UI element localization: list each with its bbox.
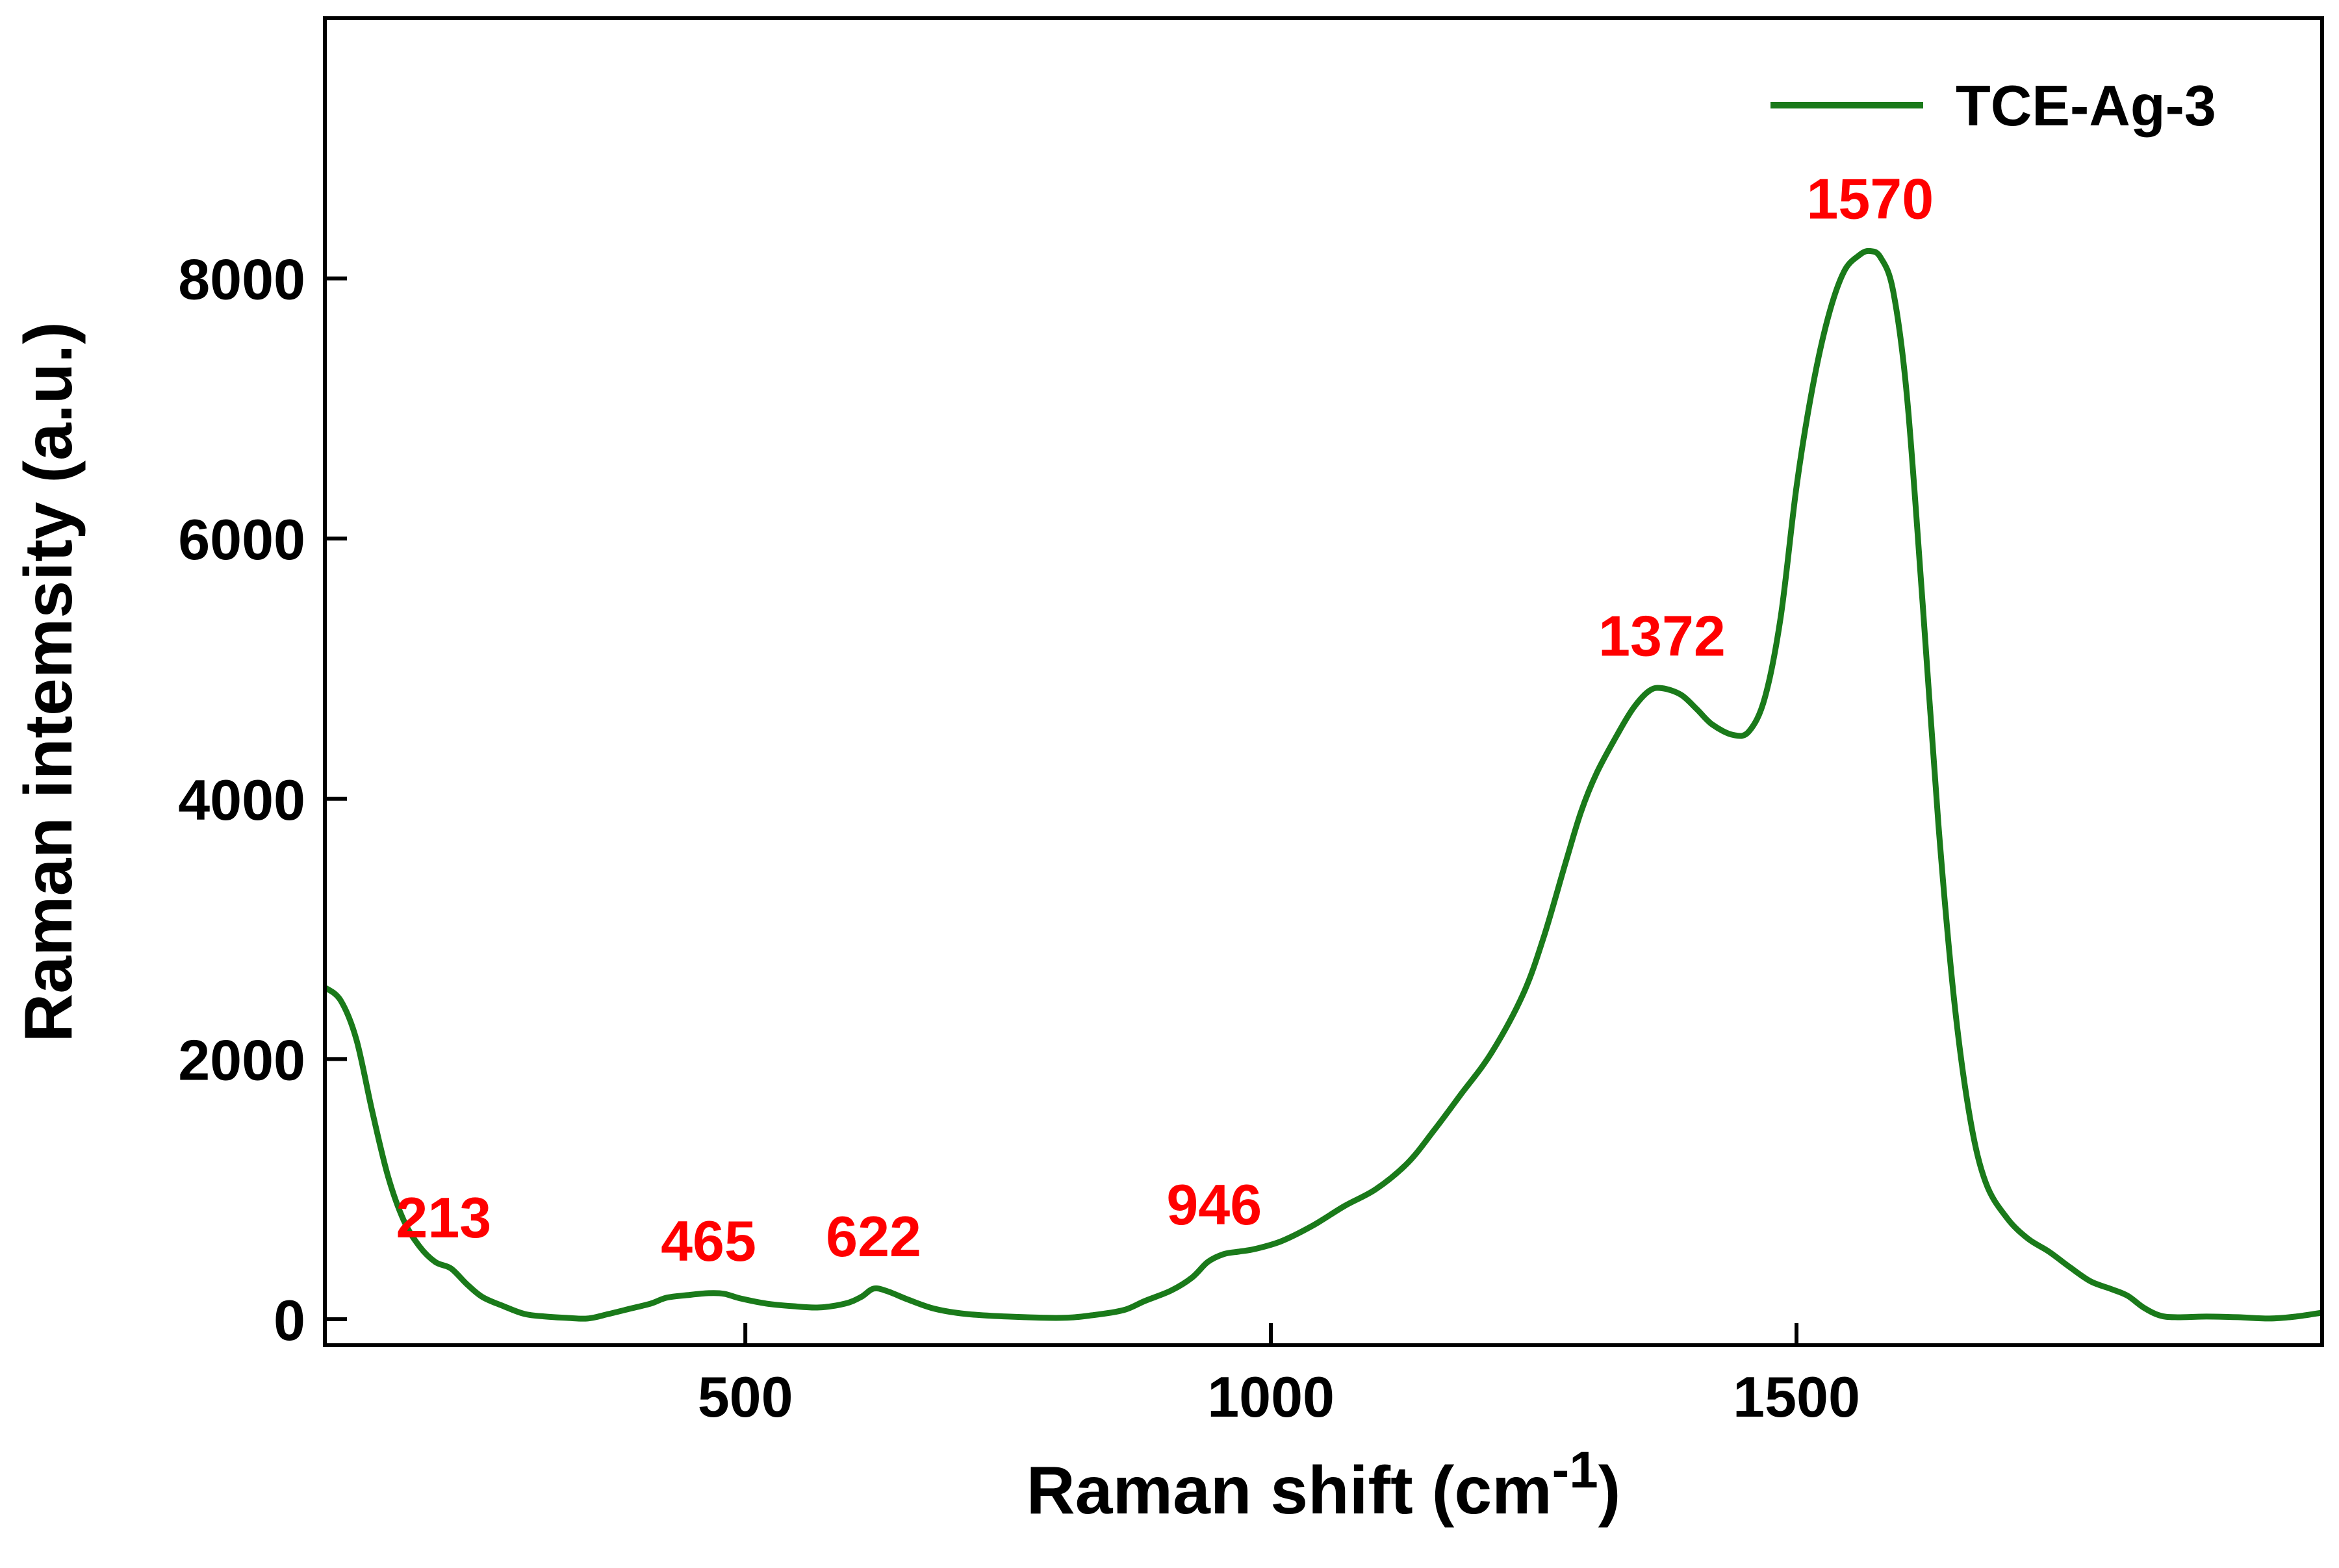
- plot-frame: [323, 16, 2324, 1347]
- x-tick-label-1000: 1000: [1207, 1365, 1335, 1429]
- y-tick-label-6000: 6000: [178, 507, 305, 572]
- series-line-tce-ag-3: [325, 247, 2322, 1322]
- x-tick-label-500: 500: [698, 1365, 793, 1429]
- peak-label-946: 946: [1166, 1172, 1262, 1237]
- y-tick-label-2000: 2000: [178, 1028, 305, 1092]
- x-axis-title-suffix: ): [1598, 1453, 1621, 1528]
- x-axis-title-superscript: -1: [1552, 1441, 1598, 1498]
- y-tick-label-0: 0: [274, 1288, 305, 1352]
- x-axis-title: Raman shift (cm-1): [1027, 1441, 1621, 1528]
- x-tick-label-1500: 1500: [1733, 1365, 1860, 1429]
- y-tick-label-4000: 4000: [178, 768, 305, 832]
- legend-label-tce-ag-3: TCE-Ag-3: [1956, 73, 2216, 138]
- series-layer: [325, 247, 2322, 1322]
- y-tick-label-8000: 8000: [178, 247, 305, 312]
- peak-label-213: 213: [396, 1185, 491, 1250]
- axis-ticks: [325, 276, 1799, 1345]
- peak-annotations: 213 465 622 946 1372 1570: [396, 167, 1934, 1273]
- peak-label-465: 465: [661, 1209, 756, 1273]
- axis-tick-labels: 500 1000 1500 0 2000 4000 6000 8000: [178, 247, 1860, 1429]
- peak-label-1372: 1372: [1598, 604, 1726, 668]
- legend: TCE-Ag-3: [1770, 73, 2216, 138]
- peak-label-622: 622: [826, 1204, 921, 1269]
- peak-label-1570: 1570: [1806, 167, 1934, 231]
- y-axis-title: Raman intemsity (a.u.): [11, 322, 86, 1043]
